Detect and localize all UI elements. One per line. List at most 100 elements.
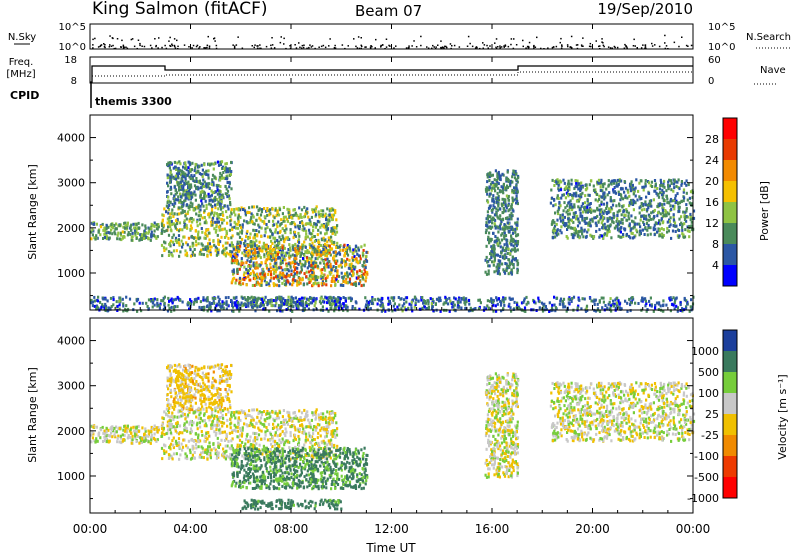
power-cell xyxy=(245,267,248,271)
power-cell xyxy=(584,201,587,205)
nsky-point xyxy=(433,46,435,48)
power-cell xyxy=(280,222,283,225)
power-cell xyxy=(206,309,209,313)
power-cell xyxy=(459,300,462,304)
power-cell xyxy=(489,171,492,175)
nsky-point xyxy=(495,47,498,50)
nsky-point xyxy=(174,47,177,49)
power-cell xyxy=(181,187,184,191)
power-cell xyxy=(663,202,666,206)
power-cell xyxy=(500,309,503,313)
power-cell xyxy=(241,282,245,286)
power-cell xyxy=(516,263,519,266)
power-cell xyxy=(172,249,176,253)
power-cell xyxy=(688,235,691,239)
power-cell xyxy=(662,228,665,232)
power-cell xyxy=(589,224,592,228)
nsky-point xyxy=(526,45,529,48)
power-cell xyxy=(276,239,279,242)
power-cell xyxy=(103,306,106,310)
power-cell xyxy=(666,230,669,234)
power-cell xyxy=(227,236,230,240)
power-cell xyxy=(565,309,568,313)
power-cell xyxy=(225,307,228,311)
power-cell xyxy=(156,304,159,308)
nsky-point xyxy=(168,40,170,42)
power-cell xyxy=(348,247,352,251)
power-cell xyxy=(590,210,593,214)
power-cell xyxy=(350,299,353,303)
power-cell xyxy=(367,301,370,304)
power-cell xyxy=(503,249,506,252)
power-cell xyxy=(515,172,518,176)
power-cell xyxy=(551,303,554,307)
power-cell xyxy=(322,282,326,286)
power-cell xyxy=(240,260,243,264)
nsky-point xyxy=(678,45,680,48)
power-cell xyxy=(284,258,287,262)
power-cell xyxy=(311,232,314,236)
power-cell xyxy=(222,244,225,248)
power-cell xyxy=(573,203,576,207)
power-cell xyxy=(290,273,293,276)
power-cell xyxy=(226,181,229,184)
power-cell xyxy=(202,253,205,257)
power-cell xyxy=(190,226,193,230)
nsky-point xyxy=(283,43,285,45)
power-cell xyxy=(312,246,315,250)
power-cell xyxy=(503,223,506,226)
power-cell xyxy=(495,179,498,183)
power-cell xyxy=(248,221,251,225)
power-cell xyxy=(206,182,210,186)
power-cell xyxy=(511,262,515,266)
power-cell xyxy=(506,170,509,174)
power-cell xyxy=(150,230,153,234)
power-cell xyxy=(313,274,316,278)
power-cell xyxy=(268,213,271,217)
power-cell xyxy=(306,207,309,211)
power-cell xyxy=(486,192,489,196)
power-cell xyxy=(553,220,556,224)
power-cell xyxy=(221,193,224,197)
power-cell xyxy=(300,265,303,269)
power-cell xyxy=(319,225,322,229)
power-cell xyxy=(420,298,423,302)
power-cell xyxy=(334,232,337,236)
power-cell xyxy=(640,208,644,212)
power-cell xyxy=(649,296,652,300)
power-cell xyxy=(410,303,413,307)
power-cell xyxy=(354,306,357,310)
power-cell xyxy=(609,196,612,199)
nsky-point xyxy=(360,44,362,47)
power-cell xyxy=(315,282,318,286)
power-cell xyxy=(505,241,508,245)
nsky-point xyxy=(624,43,626,46)
power-cell xyxy=(330,207,333,211)
power-cell xyxy=(293,247,296,251)
nsky-point xyxy=(109,35,111,37)
power-cell xyxy=(495,207,498,211)
power-cell xyxy=(217,252,220,256)
nsky-point xyxy=(451,45,453,47)
power-cell xyxy=(658,222,662,226)
power-cell xyxy=(629,187,632,191)
power-cell xyxy=(234,256,237,260)
power-cell xyxy=(186,303,189,307)
power-cell xyxy=(666,220,669,224)
power-cell xyxy=(566,182,570,186)
power-cell xyxy=(263,273,266,277)
power-cell xyxy=(491,173,494,177)
power-cell xyxy=(533,300,536,304)
power-cell xyxy=(661,208,664,212)
power-cell xyxy=(561,221,565,225)
power-cell xyxy=(338,252,342,256)
power-cell xyxy=(330,247,333,251)
nsky-point xyxy=(271,37,273,39)
power-cell xyxy=(557,232,560,236)
nsky-point xyxy=(103,43,105,45)
power-cell xyxy=(349,267,352,271)
power-cell xyxy=(188,196,191,200)
power-cell xyxy=(507,198,510,202)
power-cell xyxy=(338,301,341,305)
power-cell xyxy=(584,217,587,221)
